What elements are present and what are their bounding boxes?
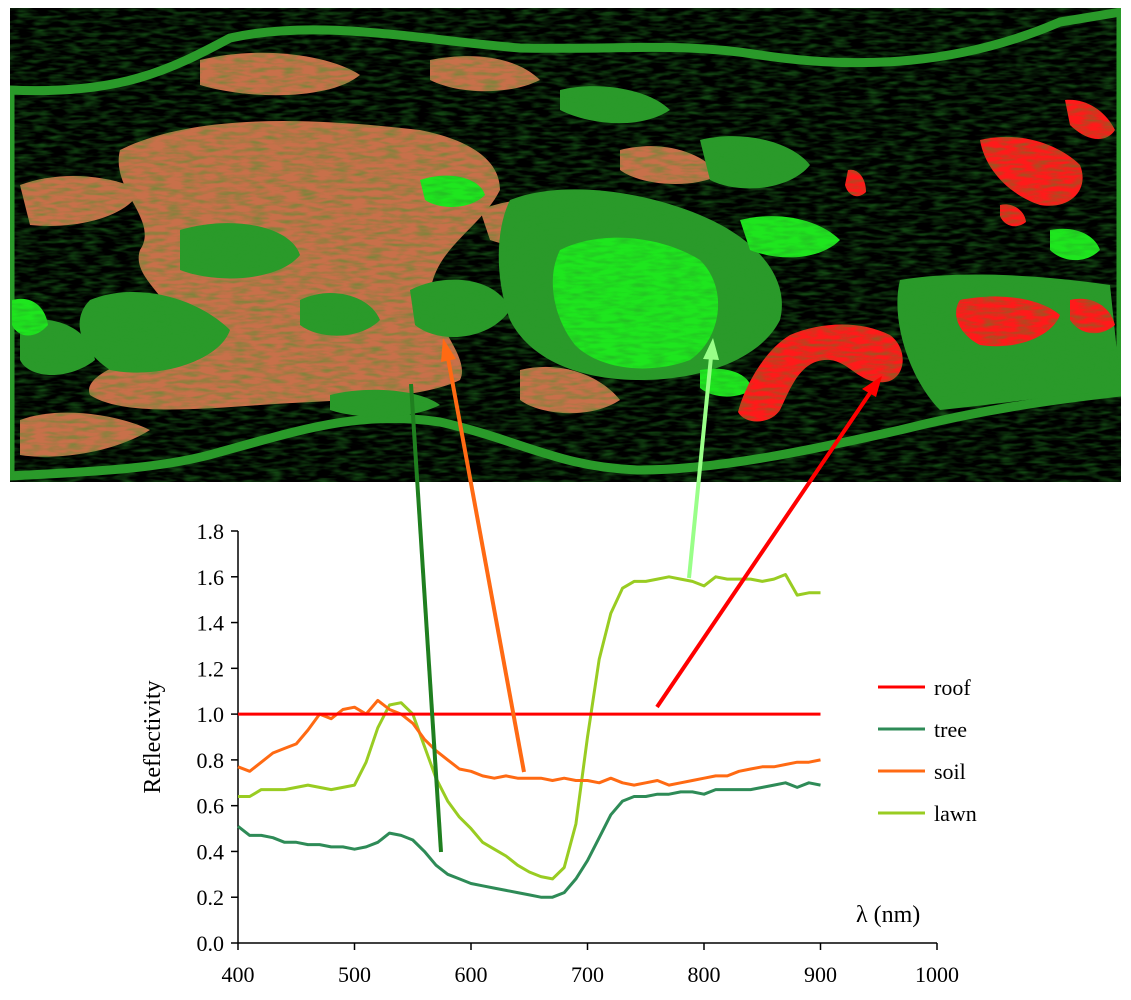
legend-label-soil: soil xyxy=(934,759,966,784)
y-tick-label: 0.0 xyxy=(197,931,225,956)
pointer-arrows xyxy=(409,338,882,853)
y-tick-label: 1.6 xyxy=(197,565,225,590)
chart: 0.0 0.2 0.4 0.6 0.8 1.0 1.2 1.4 1.6 1.8 400 500 600… xyxy=(140,519,977,987)
map-texture-tree xyxy=(10,8,1121,482)
legend: roof tree soil lawn xyxy=(878,675,977,826)
lawn-pointer-arrow xyxy=(687,356,713,579)
classification-map xyxy=(10,8,1121,482)
tree-pointer-arrow xyxy=(409,383,443,853)
x-axis-title: λ (nm) xyxy=(856,902,920,928)
series-line-soil xyxy=(237,698,821,787)
y-axis: 0.0 0.2 0.4 0.6 0.8 1.0 1.2 1.4 1.6 1.8 xyxy=(197,519,239,956)
soil-pointer-arrow xyxy=(446,357,526,773)
x-tick-label: 800 xyxy=(688,962,721,987)
x-tick-label: 900 xyxy=(804,962,837,987)
y-tick-label: 1.8 xyxy=(197,519,225,544)
y-tick-label: 0.2 xyxy=(197,885,225,910)
series-layer xyxy=(237,573,821,899)
x-tick-label: 500 xyxy=(338,962,371,987)
x-tick-label: 600 xyxy=(455,962,488,987)
y-tick-label: 0.8 xyxy=(197,748,225,773)
x-tick-label: 1000 xyxy=(915,962,959,987)
x-tick-label: 700 xyxy=(571,962,604,987)
lawn-arrowhead xyxy=(703,338,719,360)
roof-arrowhead xyxy=(862,376,882,397)
roof-pointer-arrow xyxy=(655,391,872,709)
y-tick-label: 0.6 xyxy=(197,794,225,819)
y-tick-label: 1.0 xyxy=(197,702,225,727)
legend-label-roof: roof xyxy=(934,675,971,700)
series-line-tree xyxy=(237,781,821,899)
x-axis: 400 500 600 700 800 900 1000 xyxy=(222,942,959,987)
y-axis-title: Reflectivity xyxy=(140,680,166,793)
legend-label-lawn: lawn xyxy=(934,801,977,826)
series-line-lawn xyxy=(238,573,821,881)
y-tick-label: 1.4 xyxy=(197,611,225,636)
soil-arrowhead xyxy=(441,338,456,362)
y-tick-label: 1.2 xyxy=(197,656,225,681)
x-tick-label: 400 xyxy=(222,962,255,987)
legend-label-tree: tree xyxy=(934,717,967,742)
y-tick-label: 0.4 xyxy=(197,839,225,864)
